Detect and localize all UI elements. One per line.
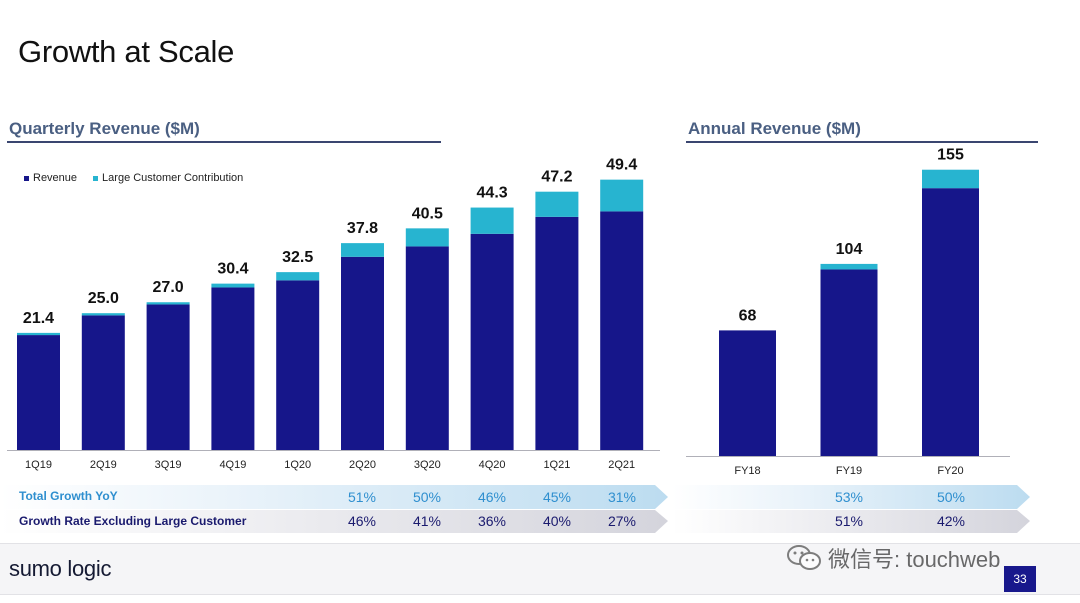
annual-category-label-fy19: FY19 — [836, 465, 862, 477]
legend-label-revenue: Revenue — [33, 172, 78, 184]
quarterly-bar-revenue-2q21 — [600, 211, 644, 450]
annual-bar-revenue-fy18 — [719, 330, 776, 456]
wechat-icon — [787, 545, 821, 570]
quarterly-category-label-1q20: 1Q20 — [284, 459, 311, 471]
annual-bar-revenue-fy20 — [922, 188, 979, 457]
quarterly-category-label-4q19: 4Q19 — [219, 459, 246, 471]
watermark-text: 微信号: touchweb — [828, 547, 1001, 572]
annual-bar-large-customer-fy19 — [820, 263, 878, 270]
quarterly-value-label-2q21: 49.4 — [606, 157, 637, 174]
legend-swatch-large-customer — [93, 175, 99, 181]
growth-row2-value: 46% — [347, 513, 377, 529]
quarterly-bar-revenue-1q19 — [17, 335, 60, 450]
growth-row2-label: Growth Rate Excluding Large Customer — [19, 514, 247, 528]
quarterly-category-label-1q21: 1Q21 — [543, 459, 570, 471]
annual-section-title: Annual Revenue ($M) — [688, 119, 861, 138]
quarterly-bar-large-customer-2q21 — [600, 179, 644, 212]
growth-row1-value: 45% — [542, 489, 572, 505]
growth-row1-value: 51% — [347, 489, 377, 505]
growth-row2-value: 40% — [542, 513, 572, 529]
quarterly-section-title: Quarterly Revenue ($M) — [9, 119, 200, 138]
growth-row1-annual-value: 50% — [936, 489, 966, 505]
quarterly-bar-revenue-4q20 — [470, 233, 514, 450]
quarterly-bar-large-customer-3q19 — [146, 302, 190, 305]
quarterly-bar-large-customer-1q19 — [17, 332, 60, 336]
quarterly-category-label-2q20: 2Q20 — [349, 459, 376, 471]
annual-category-label-fy20: FY20 — [937, 465, 963, 477]
growth-row1-value: 50% — [412, 489, 442, 505]
legend-swatch-revenue — [24, 175, 29, 181]
quarterly-bar-large-customer-2q19 — [81, 313, 125, 316]
legend-label-large-customer: Large Customer Contribution — [102, 172, 244, 184]
growth-band-row1-annual — [672, 485, 1030, 509]
quarterly-bar-large-customer-1q21 — [535, 191, 579, 217]
quarterly-value-label-1q21: 47.2 — [541, 169, 572, 186]
quarterly-value-label-4q19: 30.4 — [217, 261, 248, 278]
annual-section-rule — [686, 141, 1038, 143]
page-number: 33 — [1004, 566, 1036, 592]
quarterly-bar-revenue-3q20 — [405, 246, 449, 450]
quarterly-bar-large-customer-4q20 — [470, 207, 514, 234]
growth-band-row2-quarterly — [0, 510, 668, 533]
growth-row2-value: 27% — [607, 513, 637, 529]
legend-item-revenue: Revenue — [24, 172, 77, 184]
quarterly-category-label-1q19: 1Q19 — [25, 459, 52, 471]
quarterly-category-label-4q20: 4Q20 — [479, 459, 506, 471]
annual-category-label-fy18: FY18 — [734, 465, 760, 477]
quarterly-bar-revenue-1q21 — [535, 216, 579, 450]
watermark: 微信号: touchweb — [786, 542, 1000, 574]
growth-band-row1-quarterly — [0, 485, 668, 509]
annual-value-label-fy18: 68 — [739, 307, 757, 324]
quarterly-bar-revenue-1q20 — [276, 280, 320, 450]
quarterly-bar-revenue-2q19 — [81, 315, 125, 450]
annual-bar-large-customer-fy20 — [922, 169, 979, 189]
quarterly-bar-revenue-3q19 — [146, 304, 190, 450]
quarterly-category-label-3q20: 3Q20 — [414, 459, 441, 471]
annual-value-label-fy20: 155 — [937, 147, 964, 164]
quarterly-bar-revenue-4q19 — [211, 287, 255, 450]
brand-logo: sumo logic — [9, 556, 112, 581]
quarterly-bar-large-customer-3q20 — [405, 228, 449, 247]
legend-item-large-customer: Large Customer Contribution — [93, 172, 243, 184]
quarterly-value-label-1q19: 21.4 — [23, 310, 54, 327]
slide-title: Growth at Scale — [18, 34, 235, 69]
quarterly-bar-large-customer-2q20 — [341, 243, 384, 257]
quarterly-category-label-2q19: 2Q19 — [90, 459, 117, 471]
quarterly-value-label-2q20: 37.8 — [347, 220, 378, 237]
quarterly-value-label-1q20: 32.5 — [282, 249, 313, 266]
growth-row2-value: 36% — [477, 513, 507, 529]
quarterly-value-label-4q20: 44.3 — [477, 185, 508, 202]
chart-legend: Revenue Large Customer Contribution — [24, 172, 259, 184]
growth-row1-value: 31% — [607, 489, 637, 505]
quarterly-bar-large-customer-1q20 — [276, 272, 320, 281]
quarterly-value-label-3q19: 27.0 — [153, 279, 184, 296]
growth-row2-annual-value: 42% — [936, 513, 966, 529]
quarterly-bar-revenue-2q20 — [341, 256, 384, 450]
quarterly-category-label-3q19: 3Q19 — [155, 459, 182, 471]
quarterly-bar-large-customer-4q19 — [211, 283, 255, 288]
annual-bar-revenue-fy19 — [820, 269, 878, 456]
quarterly-value-label-2q19: 25.0 — [88, 290, 119, 307]
quarterly-category-label-2q21: 2Q21 — [608, 459, 635, 471]
footer-bar — [0, 543, 1080, 595]
quarterly-section-rule — [7, 141, 441, 143]
growth-row1-value: 46% — [477, 489, 507, 505]
growth-row1-annual-value: 53% — [834, 489, 864, 505]
growth-row2-annual-value: 51% — [834, 513, 864, 529]
quarterly-value-label-3q20: 40.5 — [412, 205, 443, 222]
growth-row1-label: Total Growth YoY — [19, 489, 118, 503]
annual-value-label-fy19: 104 — [836, 241, 863, 258]
growth-row2-value: 41% — [412, 513, 442, 529]
growth-band-row2-annual — [672, 510, 1030, 533]
